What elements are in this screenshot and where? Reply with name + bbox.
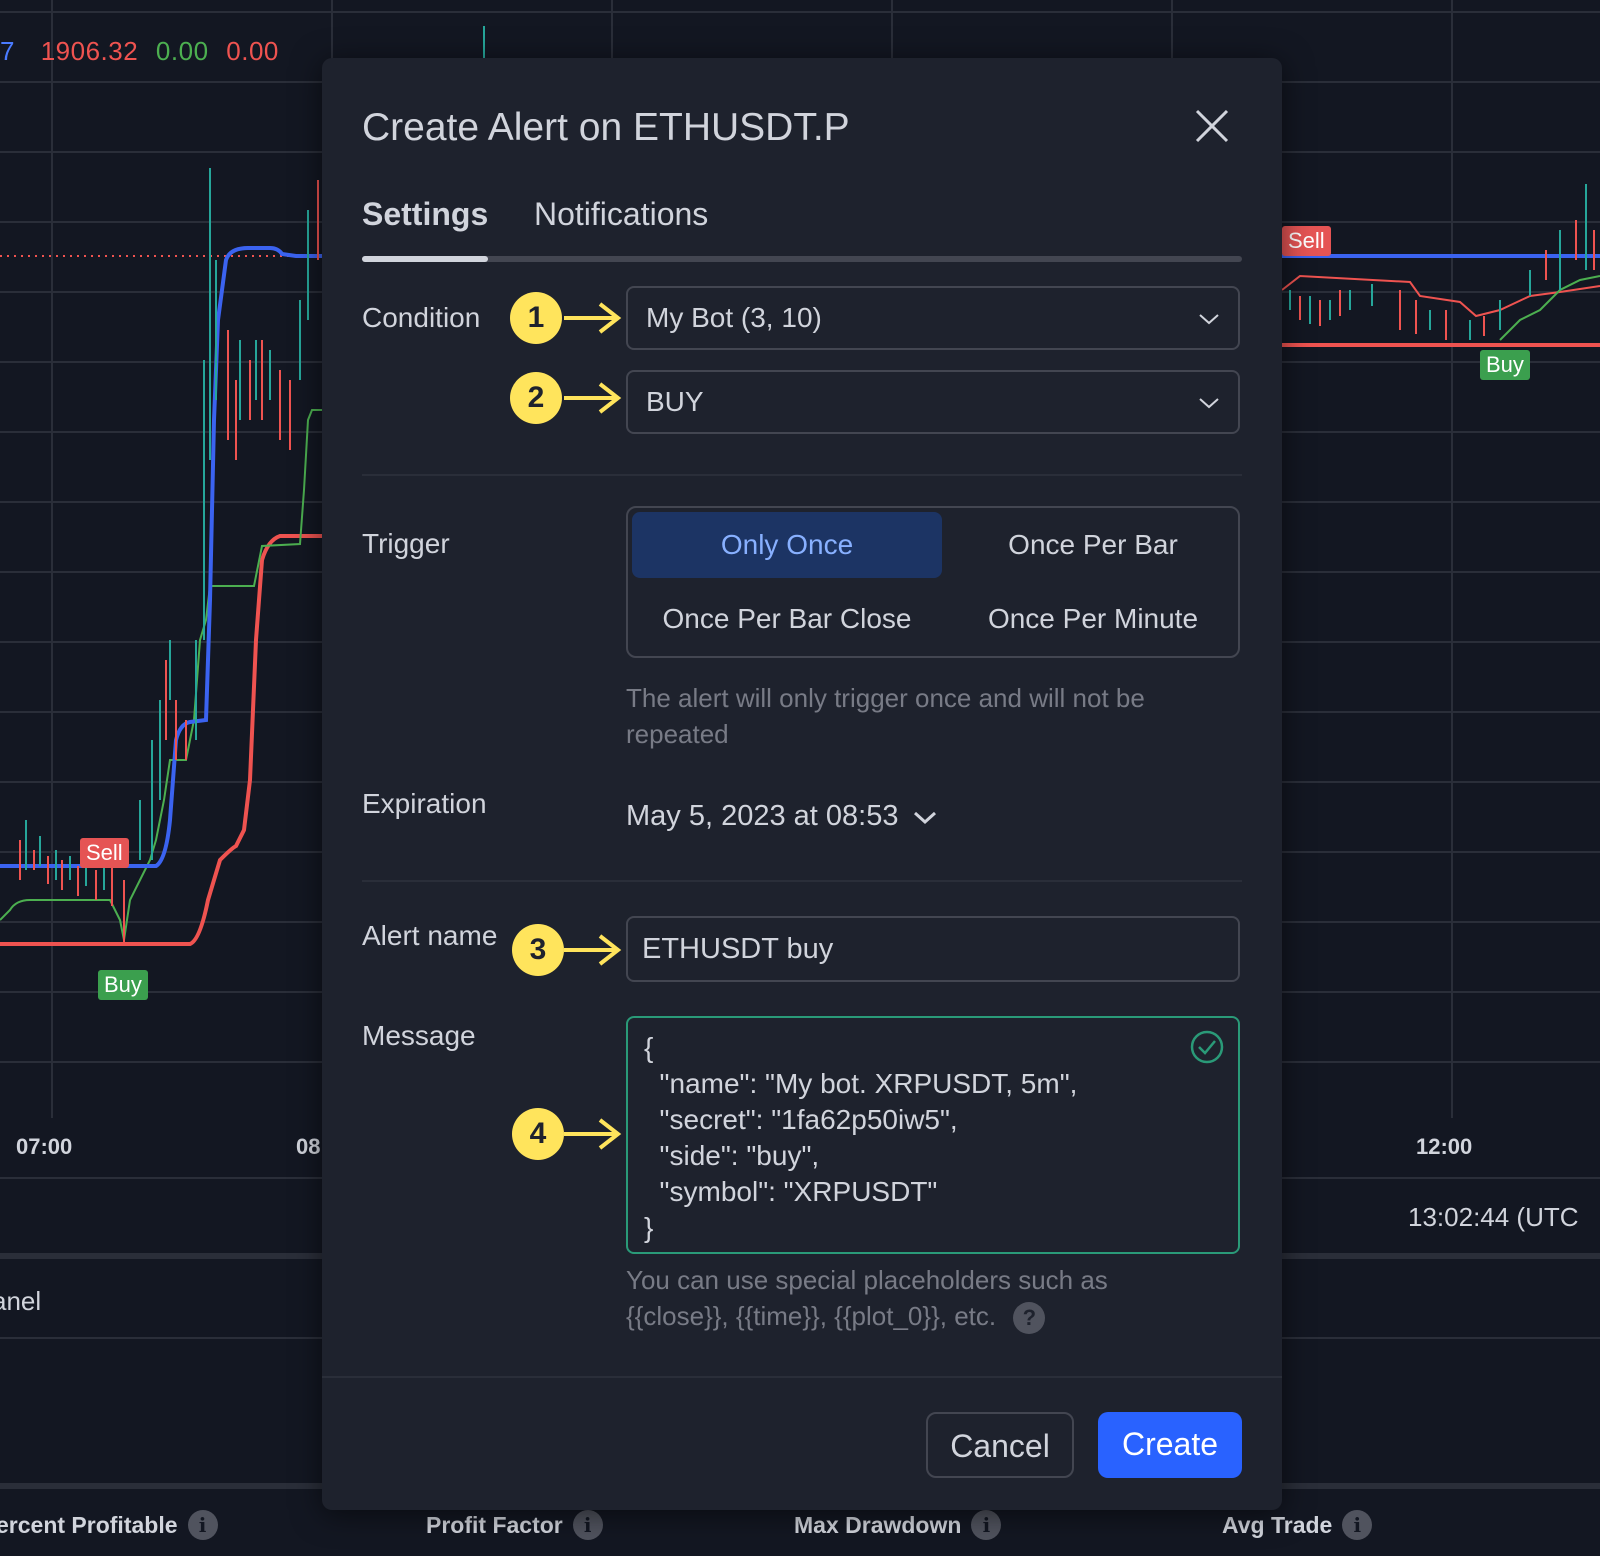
message-hint: You can use special placeholders such as…: [626, 1262, 1108, 1335]
stat-percent-profitable: ercent Profitable i: [0, 1510, 218, 1540]
close-icon[interactable]: [1194, 108, 1230, 144]
legend-value-1: 7: [0, 36, 15, 66]
annotation-badge-2: 2: [510, 372, 562, 424]
annotation-badge-1: 1: [510, 292, 562, 344]
message-line: "secret": "1fa62p50iw5",: [644, 1104, 958, 1135]
trigger-options: Only Once Once Per Bar Once Per Bar Clos…: [626, 506, 1240, 658]
info-icon[interactable]: i: [971, 1510, 1002, 1540]
stat-label: ercent Profitable: [0, 1511, 178, 1538]
trigger-hint-line: repeated: [626, 719, 729, 749]
condition-signal-select[interactable]: BUY: [626, 370, 1240, 434]
stat-max-drawdown: Max Drawdown i: [794, 1510, 1002, 1540]
sell-marker: Sell: [80, 838, 129, 868]
buy-marker: Buy: [98, 970, 148, 1000]
condition-signal-value: BUY: [646, 386, 704, 417]
sell-marker-right: Sell: [1282, 226, 1331, 256]
tab-settings[interactable]: Settings: [362, 196, 489, 232]
panel-label: anel: [0, 1286, 42, 1316]
section-divider: [362, 474, 1242, 476]
info-icon[interactable]: i: [187, 1510, 218, 1540]
arrow-right-icon: [564, 382, 622, 414]
indicator-legend-values: 7 1906.32 0.00 0.00: [0, 36, 289, 67]
stat-avg-trade: Avg Trade i: [1222, 1510, 1373, 1540]
annotation-badge-4: 4: [512, 1108, 564, 1160]
message-label: Message: [362, 1020, 476, 1051]
annotation-badge-3: 3: [512, 924, 564, 976]
arrow-right-icon: [564, 1118, 622, 1150]
alert-name-label: Alert name: [362, 920, 498, 951]
info-icon[interactable]: i: [1342, 1510, 1373, 1540]
trigger-once-per-minute[interactable]: Once Per Minute: [987, 603, 1199, 634]
legend-value-3: 0.00: [155, 36, 209, 66]
strategy-stats-row: ercent Profitable i Profit Factor i Max …: [0, 1510, 1600, 1556]
tab-active-indicator: [362, 256, 488, 262]
dialog-title: Create Alert on ETHUSDT.P: [362, 106, 850, 149]
time-axis-label: 08: [296, 1134, 321, 1159]
stat-label: Max Drawdown: [794, 1511, 962, 1538]
message-line: "side": "buy",: [644, 1140, 820, 1171]
message-textarea[interactable]: { "name": "My bot. XRPUSDT, 5m", "secret…: [626, 1016, 1240, 1254]
footer-divider: [322, 1376, 1282, 1378]
stat-label: Profit Factor: [426, 1511, 563, 1538]
trigger-once-per-bar-close[interactable]: Once Per Bar Close: [662, 603, 912, 634]
trigger-hint: The alert will only trigger once and wil…: [626, 680, 1145, 752]
condition-source-select[interactable]: My Bot (3, 10): [626, 286, 1240, 350]
message-hint-text: {{close}}, {{time}}, {{plot_0}}, etc.: [626, 1301, 997, 1331]
section-divider: [362, 880, 1242, 882]
time-axis-label: 07:00: [16, 1134, 73, 1159]
create-button[interactable]: Create: [1098, 1412, 1242, 1478]
stat-profit-factor: Profit Factor i: [426, 1510, 603, 1540]
message-line: "name": "My bot. XRPUSDT, 5m",: [644, 1068, 1078, 1099]
expiration-label: Expiration: [362, 788, 487, 819]
arrow-right-icon: [564, 302, 622, 334]
arrow-right-icon: [564, 934, 622, 966]
trigger-only-once[interactable]: Only Once: [632, 512, 942, 578]
info-icon[interactable]: i: [572, 1510, 603, 1540]
buy-marker-right: Buy: [1480, 350, 1530, 380]
utc-clock[interactable]: 13:02:44 (UTC: [1408, 1202, 1579, 1232]
message-line: "symbol": "XRPUSDT": [644, 1176, 938, 1207]
create-alert-dialog: Create Alert on ETHUSDT.P Settings Notif…: [322, 58, 1282, 1510]
message-hint-line: You can use special placeholders such as: [626, 1265, 1108, 1295]
trigger-label: Trigger: [362, 528, 450, 559]
chevron-down-icon: [1199, 398, 1219, 409]
expiration-picker[interactable]: May 5, 2023 at 08:53: [626, 800, 938, 833]
condition-source-value: My Bot (3, 10): [646, 302, 822, 333]
tab-notifications[interactable]: Notifications: [534, 196, 709, 232]
check-circle-icon: [1190, 1030, 1224, 1064]
chevron-down-icon: [1199, 314, 1219, 325]
message-line: {: [644, 1032, 654, 1063]
dialog-tabs: Settings Notifications: [362, 196, 1242, 268]
alert-name-input[interactable]: ETHUSDT buy: [626, 916, 1240, 982]
time-axis-label: 12:00: [1416, 1134, 1473, 1159]
trigger-hint-line: The alert will only trigger once and wil…: [626, 683, 1145, 713]
legend-value-4: 0.00: [226, 36, 279, 66]
trigger-once-per-bar[interactable]: Once Per Bar: [1008, 529, 1178, 560]
tab-track: [362, 256, 1242, 262]
message-hint-line-2: {{close}}, {{time}}, {{plot_0}}, etc. ?: [626, 1298, 1108, 1335]
cancel-button[interactable]: Cancel: [926, 1412, 1074, 1478]
condition-label: Condition: [362, 302, 481, 333]
help-icon[interactable]: ?: [1013, 1302, 1046, 1335]
expiration-value: May 5, 2023 at 08:53: [626, 800, 899, 832]
legend-value-2: 1906.32: [40, 36, 139, 66]
stat-label: Avg Trade: [1222, 1511, 1333, 1538]
chevron-down-icon: [914, 811, 937, 824]
message-line: }: [644, 1212, 654, 1243]
